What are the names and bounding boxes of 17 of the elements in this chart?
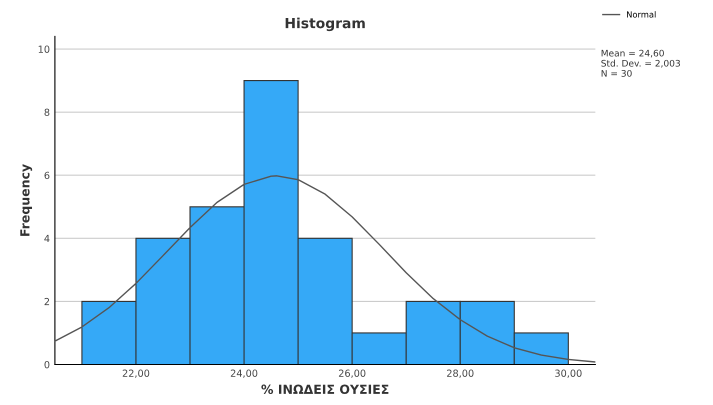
chart-title: Histogram bbox=[286, 18, 365, 32]
x-tick-label: 26,00 bbox=[338, 370, 366, 378]
y-tick-label: 0 bbox=[44, 360, 50, 368]
x-axis-title: % ΙΝΩΔΕΙΣ ΟΥΣΙΕΣ bbox=[261, 384, 388, 394]
line-series bbox=[54, 175, 596, 363]
y-tick-label: 6 bbox=[44, 172, 50, 180]
x-tick-label: 24,00 bbox=[230, 370, 258, 378]
text: Mean = 24,60 Std. Dev. = 2,003 N = 30 bbox=[601, 50, 680, 77]
x-tick-label: 22,00 bbox=[122, 370, 150, 378]
x-tick-label: 30,00 bbox=[555, 370, 582, 378]
y-tick-label: 10 bbox=[38, 46, 50, 53]
y-tick-label: 4 bbox=[44, 234, 50, 242]
legend-label: Normal bbox=[627, 11, 656, 18]
y-tick-label: 2 bbox=[44, 298, 50, 306]
y-tick-label: 8 bbox=[44, 108, 50, 116]
y-axis-title: Frequency bbox=[20, 164, 32, 236]
x-tick-label: 28,00 bbox=[447, 370, 474, 378]
